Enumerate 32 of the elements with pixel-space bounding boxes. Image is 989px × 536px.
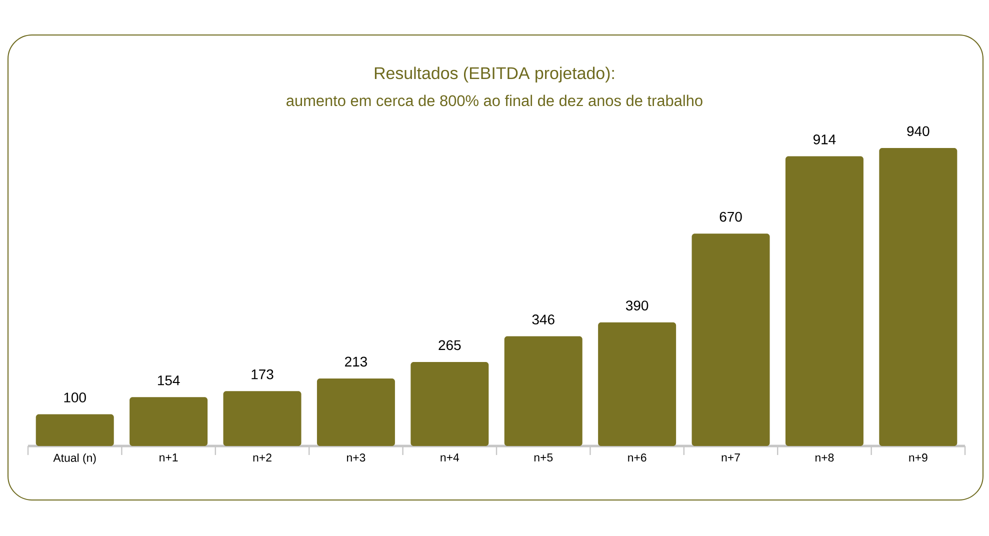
x-tick-label: n+8 xyxy=(816,454,834,462)
x-tick-label: n+5 xyxy=(534,454,553,462)
x-tick-label: Atual (n) xyxy=(53,454,96,464)
bar xyxy=(879,148,958,446)
data-label: 100 xyxy=(64,392,86,402)
data-label: 914 xyxy=(813,134,836,144)
data-label: 670 xyxy=(720,212,742,222)
chart-subtitle: aumento em cerca de 800% ao final de dez anos de trabalho xyxy=(286,94,702,106)
x-tick-label: n+7 xyxy=(722,454,740,462)
x-tick-label: n+3 xyxy=(347,454,366,462)
bar xyxy=(223,391,302,446)
bar xyxy=(36,414,114,446)
data-label: 213 xyxy=(345,356,367,367)
x-tick-label: n+4 xyxy=(440,454,460,462)
bar xyxy=(785,156,864,446)
x-tick-label: n+2 xyxy=(253,454,272,462)
bar xyxy=(692,234,770,446)
bar xyxy=(598,322,676,446)
x-tick-label: n+6 xyxy=(628,454,646,462)
bar xyxy=(410,362,489,446)
bar xyxy=(130,397,208,446)
data-label: 346 xyxy=(532,314,554,324)
chart-title: Resultados (EBITDA projetado): xyxy=(374,66,614,83)
data-label: 265 xyxy=(438,340,461,350)
data-label: 154 xyxy=(158,376,180,386)
bar xyxy=(316,378,395,446)
data-label: 390 xyxy=(626,300,648,310)
bar xyxy=(504,336,582,446)
data-label: 940 xyxy=(907,126,930,136)
data-label: 173 xyxy=(252,369,274,380)
x-tick-label: n+1 xyxy=(160,454,178,462)
x-tick-label: n+9 xyxy=(909,454,928,462)
